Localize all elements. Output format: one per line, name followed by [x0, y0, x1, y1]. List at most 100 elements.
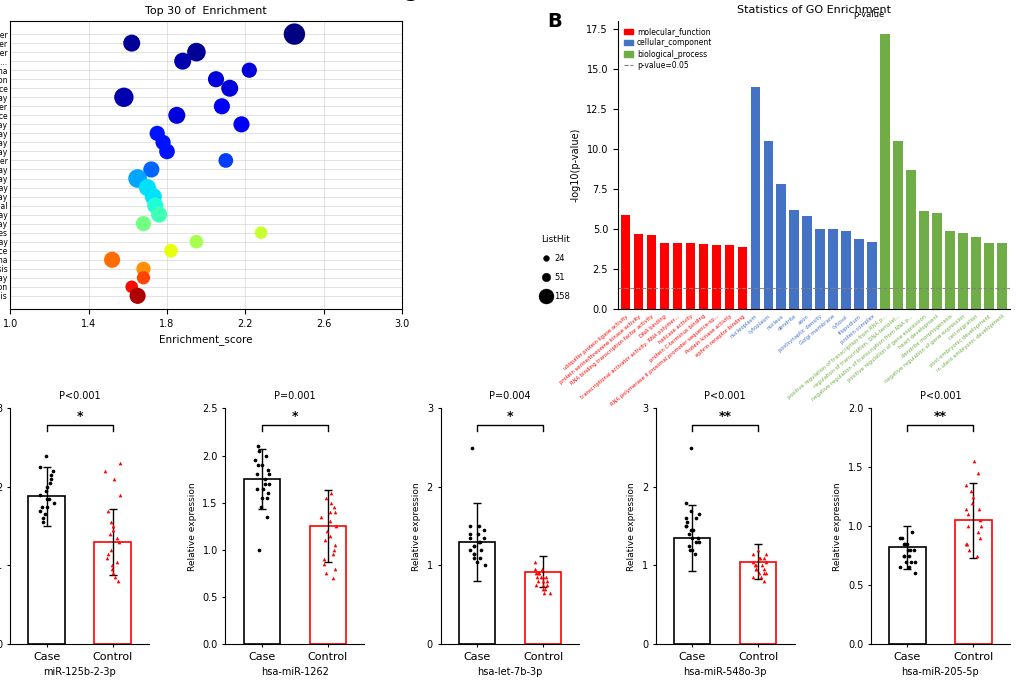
Point: [316, 535, 332, 546]
Point: [535, 587, 551, 598]
Point: [972, 521, 988, 532]
Point: [747, 564, 763, 575]
Point: [750, 568, 766, 579]
Point: [906, 556, 922, 567]
Point: [970, 503, 986, 514]
Point: [208, 74, 224, 85]
Point: [957, 480, 973, 491]
Point: [462, 521, 478, 532]
Point: [174, 55, 191, 66]
Bar: [906, 170, 915, 309]
X-axis label: hsa-let-7b-3p: hsa-let-7b-3p: [477, 667, 542, 677]
Point: [251, 544, 267, 555]
Y-axis label: Relative expression: Relative expression: [412, 482, 421, 570]
Point: [749, 544, 765, 555]
Bar: [931, 213, 942, 309]
Point: [690, 509, 706, 520]
Point: [683, 544, 699, 555]
Title: p-value: p-value: [852, 10, 883, 19]
Point: [744, 548, 760, 559]
Point: [217, 155, 233, 166]
Point: [254, 459, 270, 470]
Point: [249, 483, 265, 494]
Point: [471, 521, 487, 532]
Point: [534, 572, 550, 583]
Point: [322, 507, 338, 518]
Point: [321, 516, 337, 527]
Bar: [879, 34, 890, 309]
Point: [528, 568, 544, 579]
Bar: [841, 232, 850, 309]
Point: [900, 562, 916, 573]
Point: [108, 533, 124, 544]
Point: [145, 191, 161, 202]
Point: [249, 469, 265, 480]
Point: [527, 556, 543, 567]
Point: [32, 462, 48, 473]
Point: [149, 128, 165, 139]
Bar: [711, 245, 720, 309]
Point: [109, 556, 125, 567]
Point: [684, 524, 700, 536]
Point: [472, 544, 488, 555]
Point: [682, 442, 698, 454]
Point: [259, 511, 275, 522]
Text: C: C: [401, 0, 416, 6]
Point: [102, 517, 118, 528]
Point: [892, 562, 908, 573]
Point: [104, 254, 120, 265]
Point: [317, 492, 333, 503]
Point: [129, 173, 146, 184]
Point: [968, 550, 984, 561]
Point: [323, 488, 339, 499]
Point: [123, 38, 140, 49]
Point: [260, 488, 276, 499]
Point: [97, 466, 113, 477]
Text: **: **: [718, 410, 731, 423]
Point: [964, 491, 980, 503]
Point: [111, 458, 127, 469]
Bar: [802, 216, 811, 309]
Point: [46, 497, 62, 508]
Bar: [740, 561, 775, 644]
Point: [322, 530, 338, 541]
Point: [107, 572, 123, 583]
Point: [690, 536, 706, 547]
X-axis label: hsa-miR-205-5p: hsa-miR-205-5p: [901, 667, 978, 677]
Point: [42, 477, 58, 489]
Point: [35, 517, 51, 528]
Bar: [814, 229, 824, 309]
Point: [527, 564, 543, 575]
Y-axis label: Relative expression: Relative expression: [833, 482, 842, 570]
Point: [895, 538, 911, 550]
Bar: [945, 232, 954, 309]
Bar: [750, 87, 759, 309]
Text: B: B: [547, 13, 561, 32]
Point: [104, 524, 120, 536]
Point: [326, 563, 342, 574]
Bar: [672, 244, 682, 309]
Point: [221, 83, 237, 94]
Text: *: *: [291, 410, 298, 423]
Bar: [646, 234, 656, 309]
Point: [895, 550, 911, 561]
Point: [37, 509, 53, 520]
Point: [957, 503, 973, 514]
Point: [136, 272, 152, 284]
Point: [323, 497, 339, 508]
Point: [959, 521, 975, 532]
Point: [43, 470, 59, 481]
Point: [969, 526, 985, 538]
Point: [744, 556, 760, 567]
Point: [313, 511, 329, 522]
Point: [965, 456, 981, 467]
Point: [105, 568, 121, 579]
Bar: [955, 520, 990, 644]
Title: Top 30 of  Enrichment: Top 30 of Enrichment: [145, 6, 267, 16]
Point: [757, 568, 773, 579]
Point: [99, 552, 115, 564]
Point: [682, 544, 698, 555]
Point: [251, 445, 267, 456]
Point: [325, 573, 341, 584]
Point: [755, 568, 771, 579]
